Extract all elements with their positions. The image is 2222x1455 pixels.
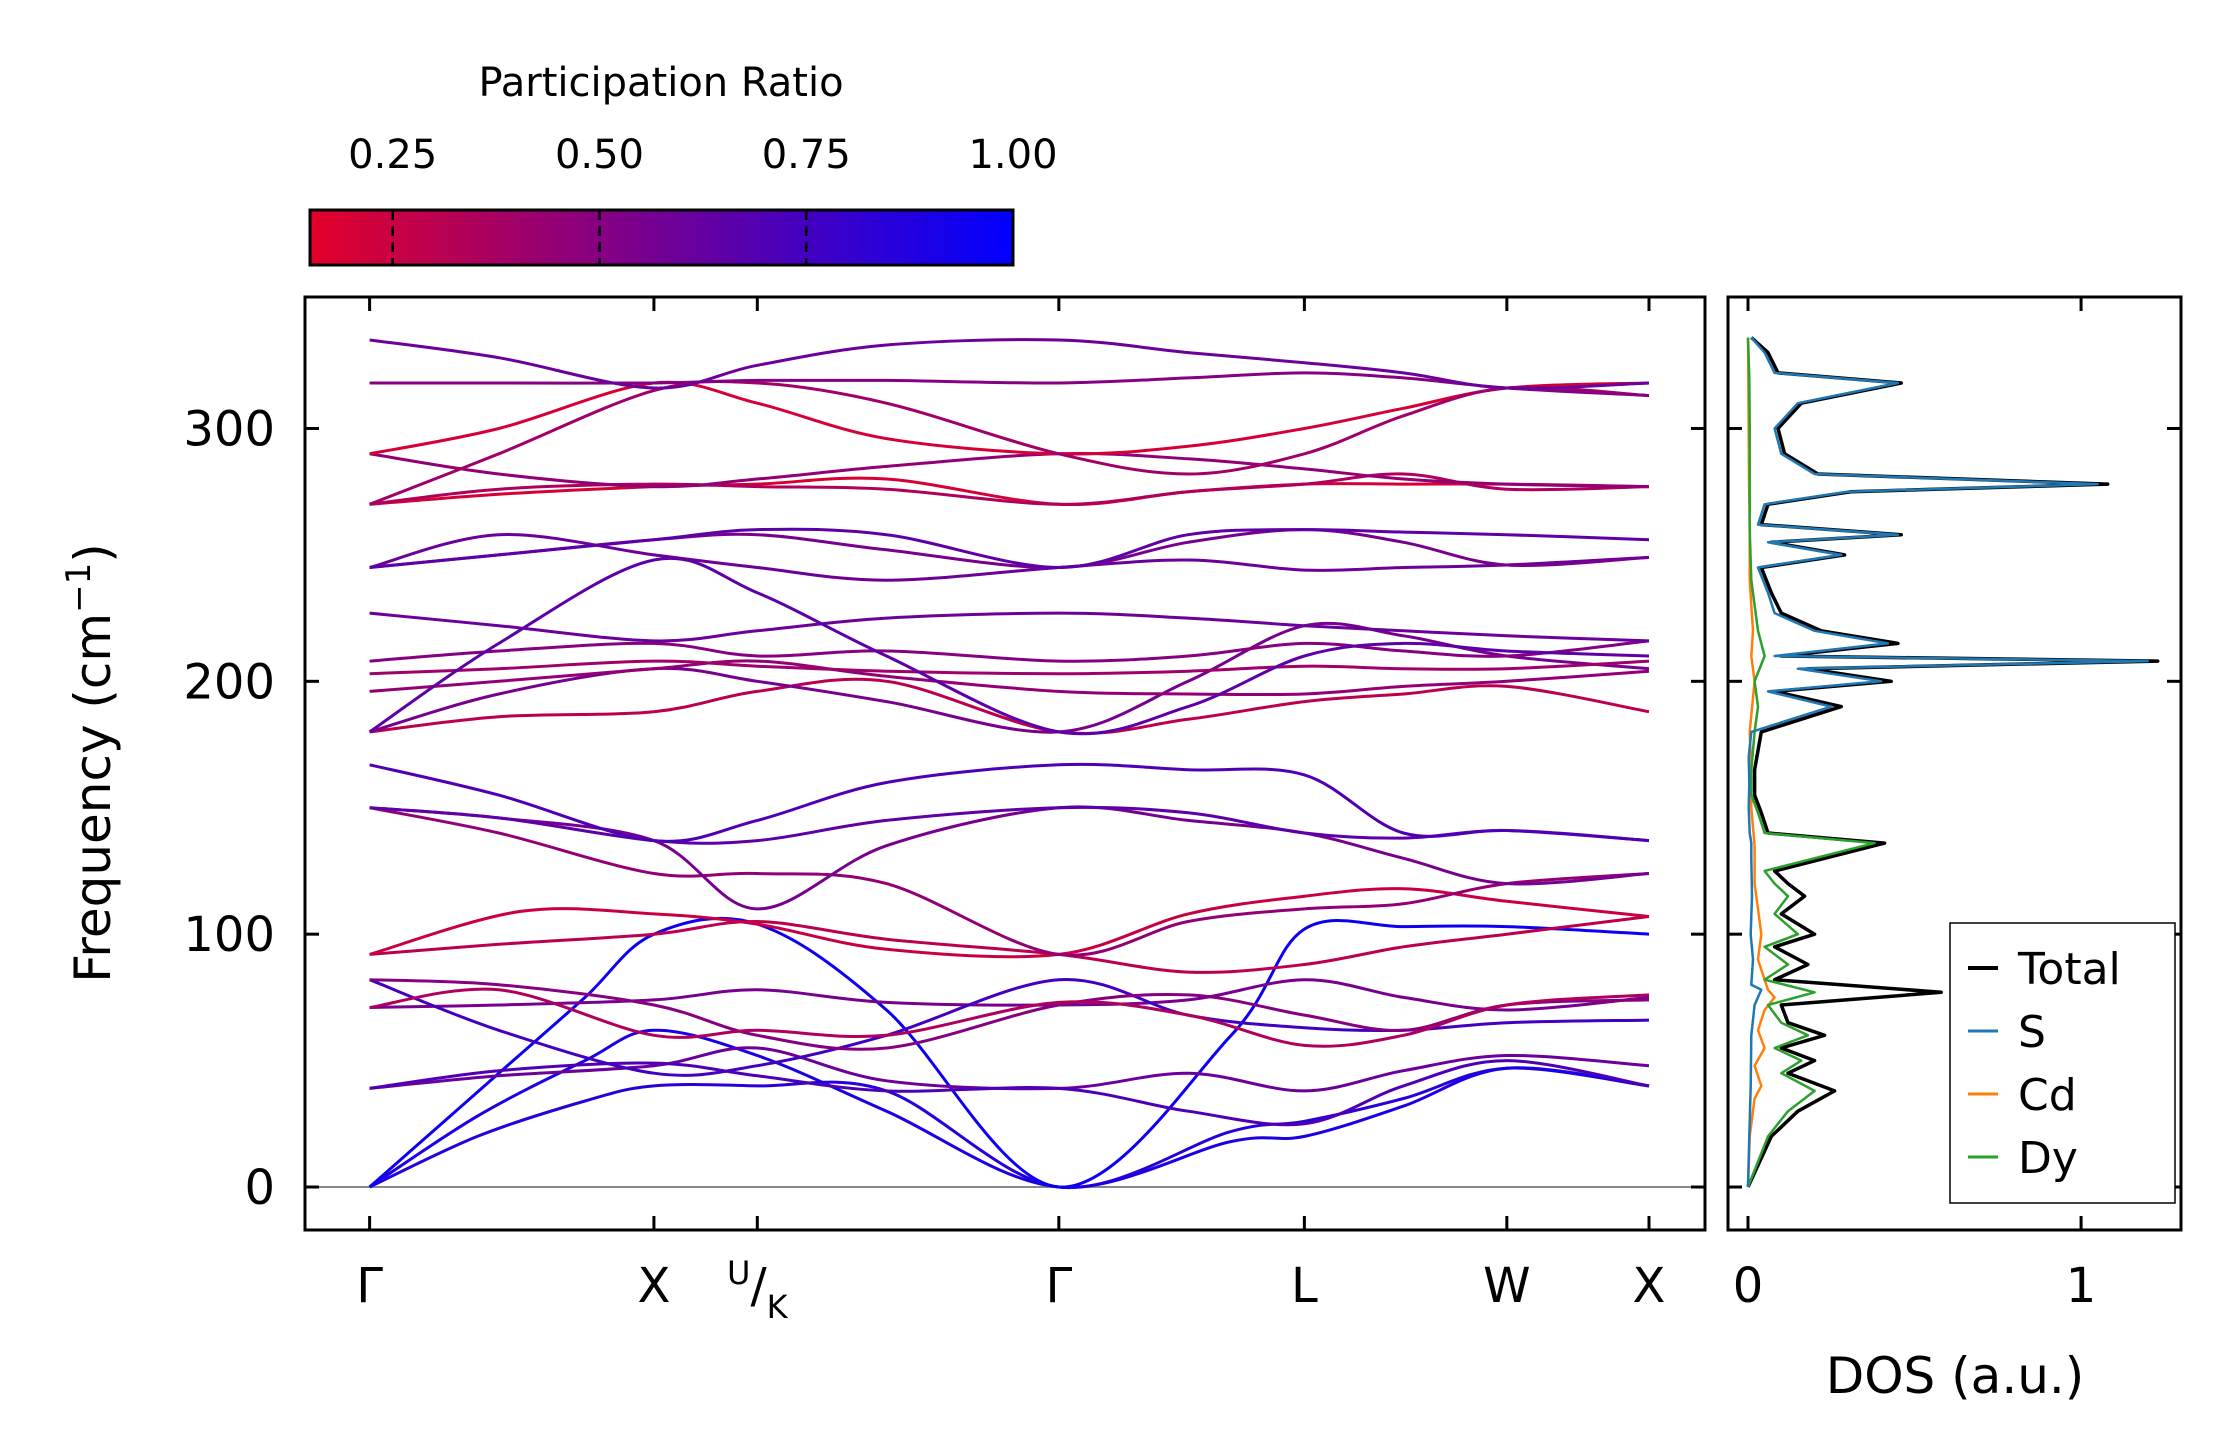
phonon-band <box>368 556 1650 736</box>
x-ticks: Γ X U/K Γ L W X <box>356 297 1665 1326</box>
dos-series-cd <box>1746 337 1776 1188</box>
dos-series-dy <box>1746 337 1876 1188</box>
dos-x-axis-title: DOS (a.u.) <box>1826 1347 2085 1405</box>
y-tick-label: 0 <box>244 1160 275 1216</box>
y-tick-label: 100 <box>183 907 275 963</box>
kpoint-label-sub: K <box>767 1288 789 1326</box>
dispersion-panel: 0 100 200 300 Γ X U/K Γ L W X Frequency (cm−1) <box>59 295 1707 1326</box>
colorbar-title: Participation Ratio <box>478 60 843 106</box>
kpoint-label: W <box>1483 1258 1530 1314</box>
phonon-band <box>369 338 1650 390</box>
phonon-band <box>369 987 1650 1048</box>
y-tick-label: 300 <box>183 401 275 457</box>
phonon-band <box>369 611 1650 643</box>
colorbar-tick-labels: 0.25 0.50 0.75 1.00 <box>348 132 1057 178</box>
y-axis-title-close: ) <box>64 543 122 563</box>
colorbar-tick-label: 0.50 <box>555 132 644 178</box>
kpoint-label-sup: U <box>727 1254 750 1292</box>
y-axis-title: Frequency (cm−1) <box>59 543 122 983</box>
phonon-band <box>369 762 1650 843</box>
dos-frame <box>1726 295 2183 1232</box>
y-ticks: 0 100 200 300 <box>183 401 1705 1216</box>
kpoint-label: L <box>1291 1258 1318 1314</box>
phonon-band <box>368 1028 1650 1189</box>
dos-series-s <box>1746 336 2149 1188</box>
phonon-band <box>369 1059 1650 1127</box>
kpoint-label-slash: / <box>750 1258 767 1314</box>
legend-label-s: S <box>2018 1007 2046 1058</box>
colorbar-tick-label: 0.25 <box>348 132 437 178</box>
phonon-band <box>368 1066 1650 1190</box>
y-tick-label: 200 <box>183 654 275 710</box>
phonon-band <box>369 887 1650 959</box>
legend-items: Total S Cd Dy <box>1968 944 2121 1184</box>
phonon-band <box>369 379 1650 506</box>
dispersion-frame <box>303 295 1707 1232</box>
phonon-band <box>369 371 1650 398</box>
phonon-band <box>369 452 1650 489</box>
phonon-band <box>369 639 1650 663</box>
phonon-band <box>369 659 1650 676</box>
phonon-band <box>369 659 1650 697</box>
phonon-band <box>369 527 1650 570</box>
dos-x-tick-label: 0 <box>1733 1258 1764 1314</box>
kpoint-label-combined: U/K <box>727 1254 789 1326</box>
colorbar-tick-label: 0.75 <box>762 132 851 178</box>
colorbar: Participation Ratio 0.25 0.50 0.75 1.00 <box>308 60 1058 267</box>
y-axis-title-text: Frequency (cm <box>64 613 122 983</box>
y-axis-title-exponent: −1 <box>59 563 99 613</box>
phonon-band <box>369 978 1650 1051</box>
band-lines <box>368 338 1650 1190</box>
colorbar-tick-label: 1.00 <box>968 132 1057 178</box>
dos-x-tick-label: 1 <box>2066 1258 2097 1314</box>
dos-lines <box>1746 336 2160 1188</box>
phonon-band <box>368 916 1650 1189</box>
phonon-band <box>369 380 1650 456</box>
legend: Total S Cd Dy <box>1949 922 2176 1204</box>
colorbar-gradient <box>308 208 1015 267</box>
legend-label-dy: Dy <box>2018 1133 2078 1184</box>
kpoint-label: X <box>1633 1258 1666 1314</box>
phonon-band <box>369 806 1650 957</box>
legend-label-total: Total <box>2017 944 2121 995</box>
phonon-band <box>369 915 1650 974</box>
legend-label-cd: Cd <box>2018 1070 2077 1121</box>
kpoint-label: Γ <box>356 1258 383 1314</box>
kpoint-label: X <box>637 1258 670 1314</box>
kpoint-label: Γ <box>1045 1258 1072 1314</box>
colorbar-ticks <box>391 210 808 265</box>
